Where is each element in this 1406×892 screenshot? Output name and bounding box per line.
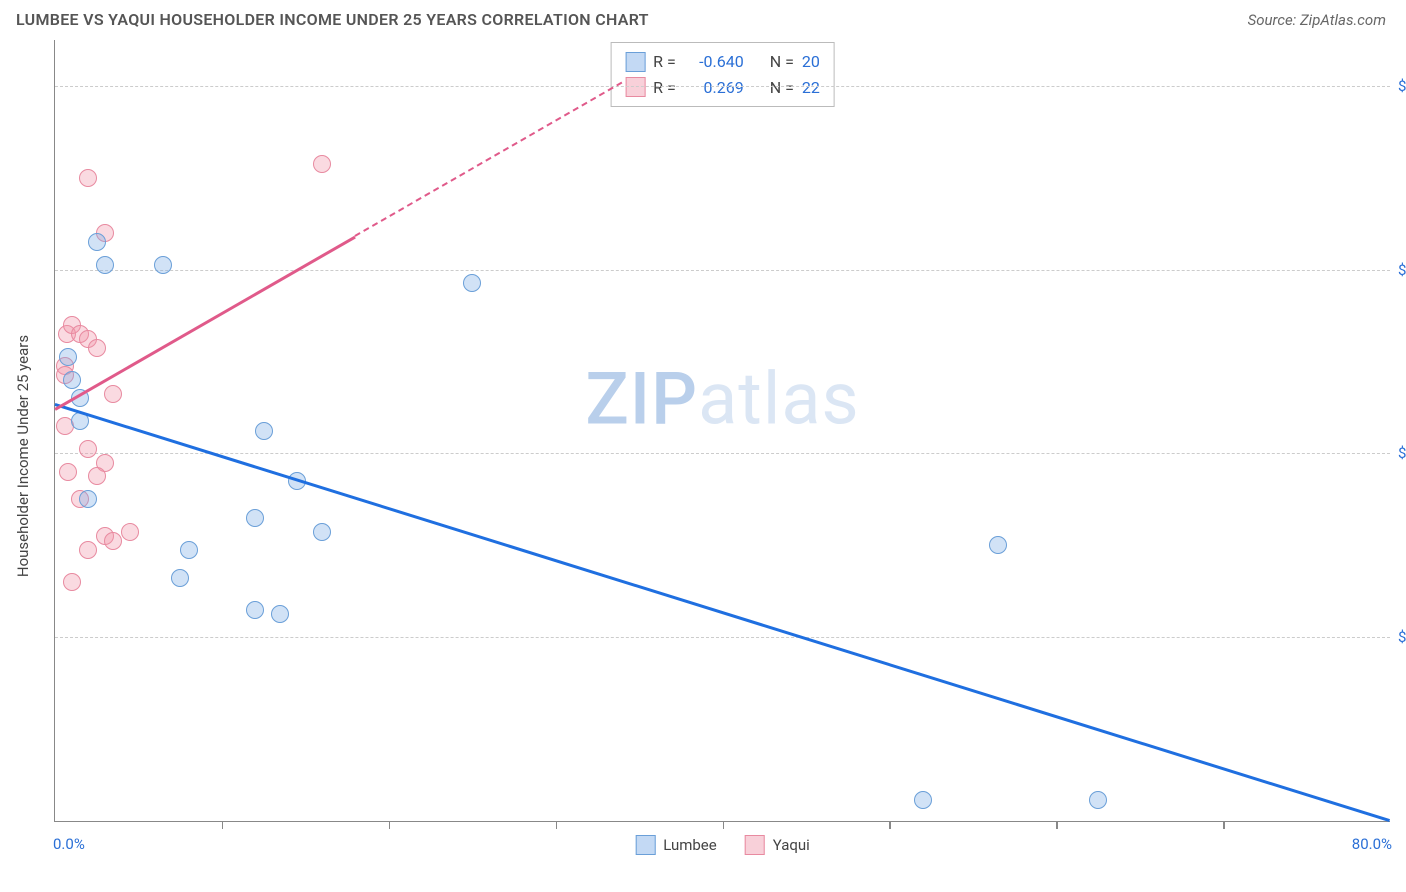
y-tick-label: $60,000 <box>1392 261 1406 279</box>
lumbee-point <box>989 536 1007 554</box>
yaqui-point <box>313 155 331 173</box>
lumbee-point <box>271 605 289 623</box>
x-tick <box>389 821 391 829</box>
legend-swatch-b-bottom <box>745 835 765 855</box>
legend-row-b: R = 0.269 N = 22 <box>625 75 820 101</box>
lumbee-point <box>246 601 264 619</box>
yaqui-point <box>88 339 106 357</box>
gridline <box>55 637 1390 638</box>
trendline-yaqui-dashed <box>355 82 623 238</box>
y-tick-label: $20,000 <box>1392 628 1406 646</box>
lumbee-point <box>246 509 264 527</box>
legend-label-a: Lumbee <box>663 836 717 854</box>
x-tick <box>556 821 558 829</box>
x-tick <box>723 821 725 829</box>
lumbee-point <box>79 490 97 508</box>
legend-swatch-a <box>625 52 645 72</box>
watermark-brand-a: ZIP <box>585 357 698 442</box>
chart-title: LUMBEE VS YAQUI HOUSEHOLDER INCOME UNDER… <box>16 10 649 29</box>
legend-r-label-b: R = <box>653 75 676 101</box>
legend-label-b: Yaqui <box>773 836 810 854</box>
chart-area: Householder Income Under 25 years ZIPatl… <box>16 40 1390 872</box>
gridline <box>55 270 1390 271</box>
y-tick-label: $80,000 <box>1392 77 1406 95</box>
x-axis-max: 80.0% <box>1352 835 1392 853</box>
legend-r-value-a: -0.640 <box>684 49 744 75</box>
x-tick <box>222 821 224 829</box>
yaqui-point <box>88 467 106 485</box>
legend-n-value-b: 22 <box>802 75 820 101</box>
lumbee-point <box>914 791 932 809</box>
gridline <box>55 86 1390 87</box>
lumbee-point <box>313 523 331 541</box>
lumbee-point <box>96 256 114 274</box>
lumbee-point <box>88 233 106 251</box>
legend-n-value-a: 20 <box>802 49 820 75</box>
x-tick <box>1223 821 1225 829</box>
lumbee-point <box>180 541 198 559</box>
lumbee-point <box>255 422 273 440</box>
lumbee-point <box>1089 791 1107 809</box>
x-tick <box>889 821 891 829</box>
legend-swatch-b <box>625 77 645 97</box>
lumbee-point <box>463 274 481 292</box>
x-tick <box>1056 821 1058 829</box>
plot-region: ZIPatlas R = -0.640 N = 20 R = 0.269 N =… <box>54 40 1390 822</box>
yaqui-point <box>104 385 122 403</box>
legend-r-value-b: 0.269 <box>684 75 744 101</box>
yaqui-point <box>63 573 81 591</box>
legend-n-label-b: N = <box>770 75 794 101</box>
yaqui-point <box>79 169 97 187</box>
x-axis-min: 0.0% <box>53 835 85 853</box>
legend-n-label-a: N = <box>770 49 794 75</box>
legend-row-a: R = -0.640 N = 20 <box>625 49 820 75</box>
yaqui-point <box>59 463 77 481</box>
chart-source: Source: ZipAtlas.com <box>1248 11 1386 29</box>
chart-header: LUMBEE VS YAQUI HOUSEHOLDER INCOME UNDER… <box>0 0 1406 35</box>
legend-item-a: Lumbee <box>635 835 717 855</box>
lumbee-point <box>154 256 172 274</box>
y-axis-label: Householder Income Under 25 years <box>14 335 32 577</box>
legend-item-b: Yaqui <box>745 835 810 855</box>
lumbee-point <box>59 348 77 366</box>
y-tick-label: $40,000 <box>1392 444 1406 462</box>
watermark-brand-b: atlas <box>698 357 860 442</box>
yaqui-point <box>121 523 139 541</box>
yaqui-point <box>79 440 97 458</box>
lumbee-point <box>63 371 81 389</box>
correlation-legend: R = -0.640 N = 20 R = 0.269 N = 22 <box>610 42 835 107</box>
yaqui-point <box>79 541 97 559</box>
legend-swatch-a-bottom <box>635 835 655 855</box>
watermark: ZIPatlas <box>585 357 859 442</box>
yaqui-point <box>104 532 122 550</box>
series-legend: Lumbee Yaqui <box>635 835 810 855</box>
legend-r-label-a: R = <box>653 49 676 75</box>
gridline <box>55 453 1390 454</box>
lumbee-point <box>171 569 189 587</box>
